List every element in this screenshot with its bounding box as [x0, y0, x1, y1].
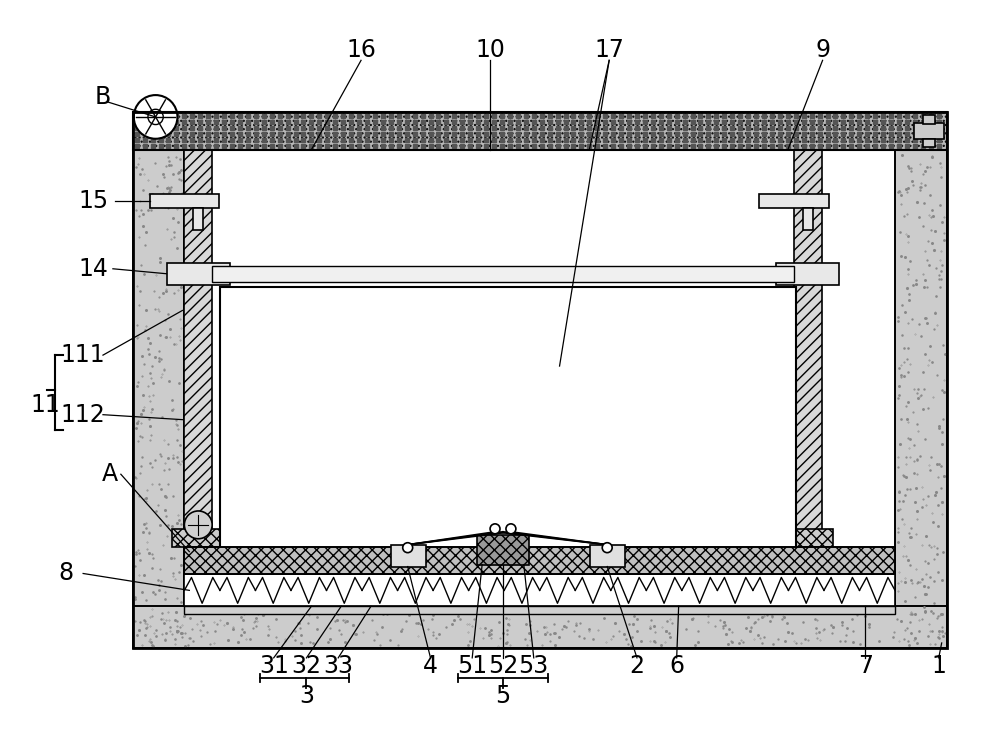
Text: 112: 112: [61, 403, 106, 427]
Bar: [477, 535, 529, 565]
Circle shape: [490, 524, 500, 533]
Text: 3: 3: [299, 684, 314, 708]
Bar: [776, 263, 839, 285]
Bar: [193, 209, 203, 230]
Text: 16: 16: [346, 39, 376, 63]
Text: 17: 17: [594, 39, 624, 63]
Text: A: A: [102, 462, 118, 486]
Circle shape: [506, 524, 516, 533]
Text: 31: 31: [259, 654, 289, 678]
Bar: [184, 150, 895, 648]
Text: 5: 5: [495, 684, 511, 708]
Bar: [184, 574, 895, 606]
Circle shape: [148, 110, 163, 124]
Bar: [794, 150, 822, 547]
Bar: [590, 545, 625, 566]
Bar: [923, 139, 935, 147]
Text: 51: 51: [457, 654, 487, 678]
Text: 1: 1: [931, 654, 946, 678]
Text: 111: 111: [61, 343, 105, 367]
Bar: [133, 112, 947, 648]
Text: 2: 2: [629, 654, 644, 678]
Bar: [184, 547, 895, 574]
Bar: [184, 150, 212, 547]
Bar: [914, 123, 944, 139]
Text: 52: 52: [488, 654, 518, 678]
Bar: [212, 266, 794, 282]
Circle shape: [134, 95, 177, 139]
Bar: [923, 115, 935, 124]
Text: 11: 11: [31, 393, 60, 416]
Text: 15: 15: [78, 189, 108, 213]
Bar: [150, 194, 219, 209]
Bar: [184, 606, 895, 614]
Text: 7: 7: [858, 654, 873, 678]
Text: 8: 8: [59, 562, 74, 586]
Text: 4: 4: [423, 654, 438, 678]
Text: B: B: [95, 85, 111, 109]
Circle shape: [184, 511, 212, 539]
Circle shape: [403, 542, 413, 553]
Bar: [167, 263, 230, 285]
Text: 32: 32: [291, 654, 321, 678]
Text: 6: 6: [669, 654, 684, 678]
Bar: [133, 606, 947, 648]
Bar: [391, 545, 426, 566]
Bar: [895, 150, 947, 648]
Bar: [759, 194, 829, 209]
Circle shape: [602, 542, 612, 553]
Bar: [133, 112, 947, 150]
Text: 9: 9: [815, 39, 830, 63]
Bar: [782, 529, 833, 547]
Bar: [803, 209, 813, 230]
Bar: [133, 150, 184, 648]
Text: 33: 33: [323, 654, 353, 678]
Text: 14: 14: [78, 257, 108, 281]
Text: 10: 10: [475, 39, 505, 63]
Bar: [220, 287, 796, 554]
Text: 53: 53: [519, 654, 549, 678]
Bar: [133, 112, 947, 150]
Bar: [172, 529, 224, 547]
